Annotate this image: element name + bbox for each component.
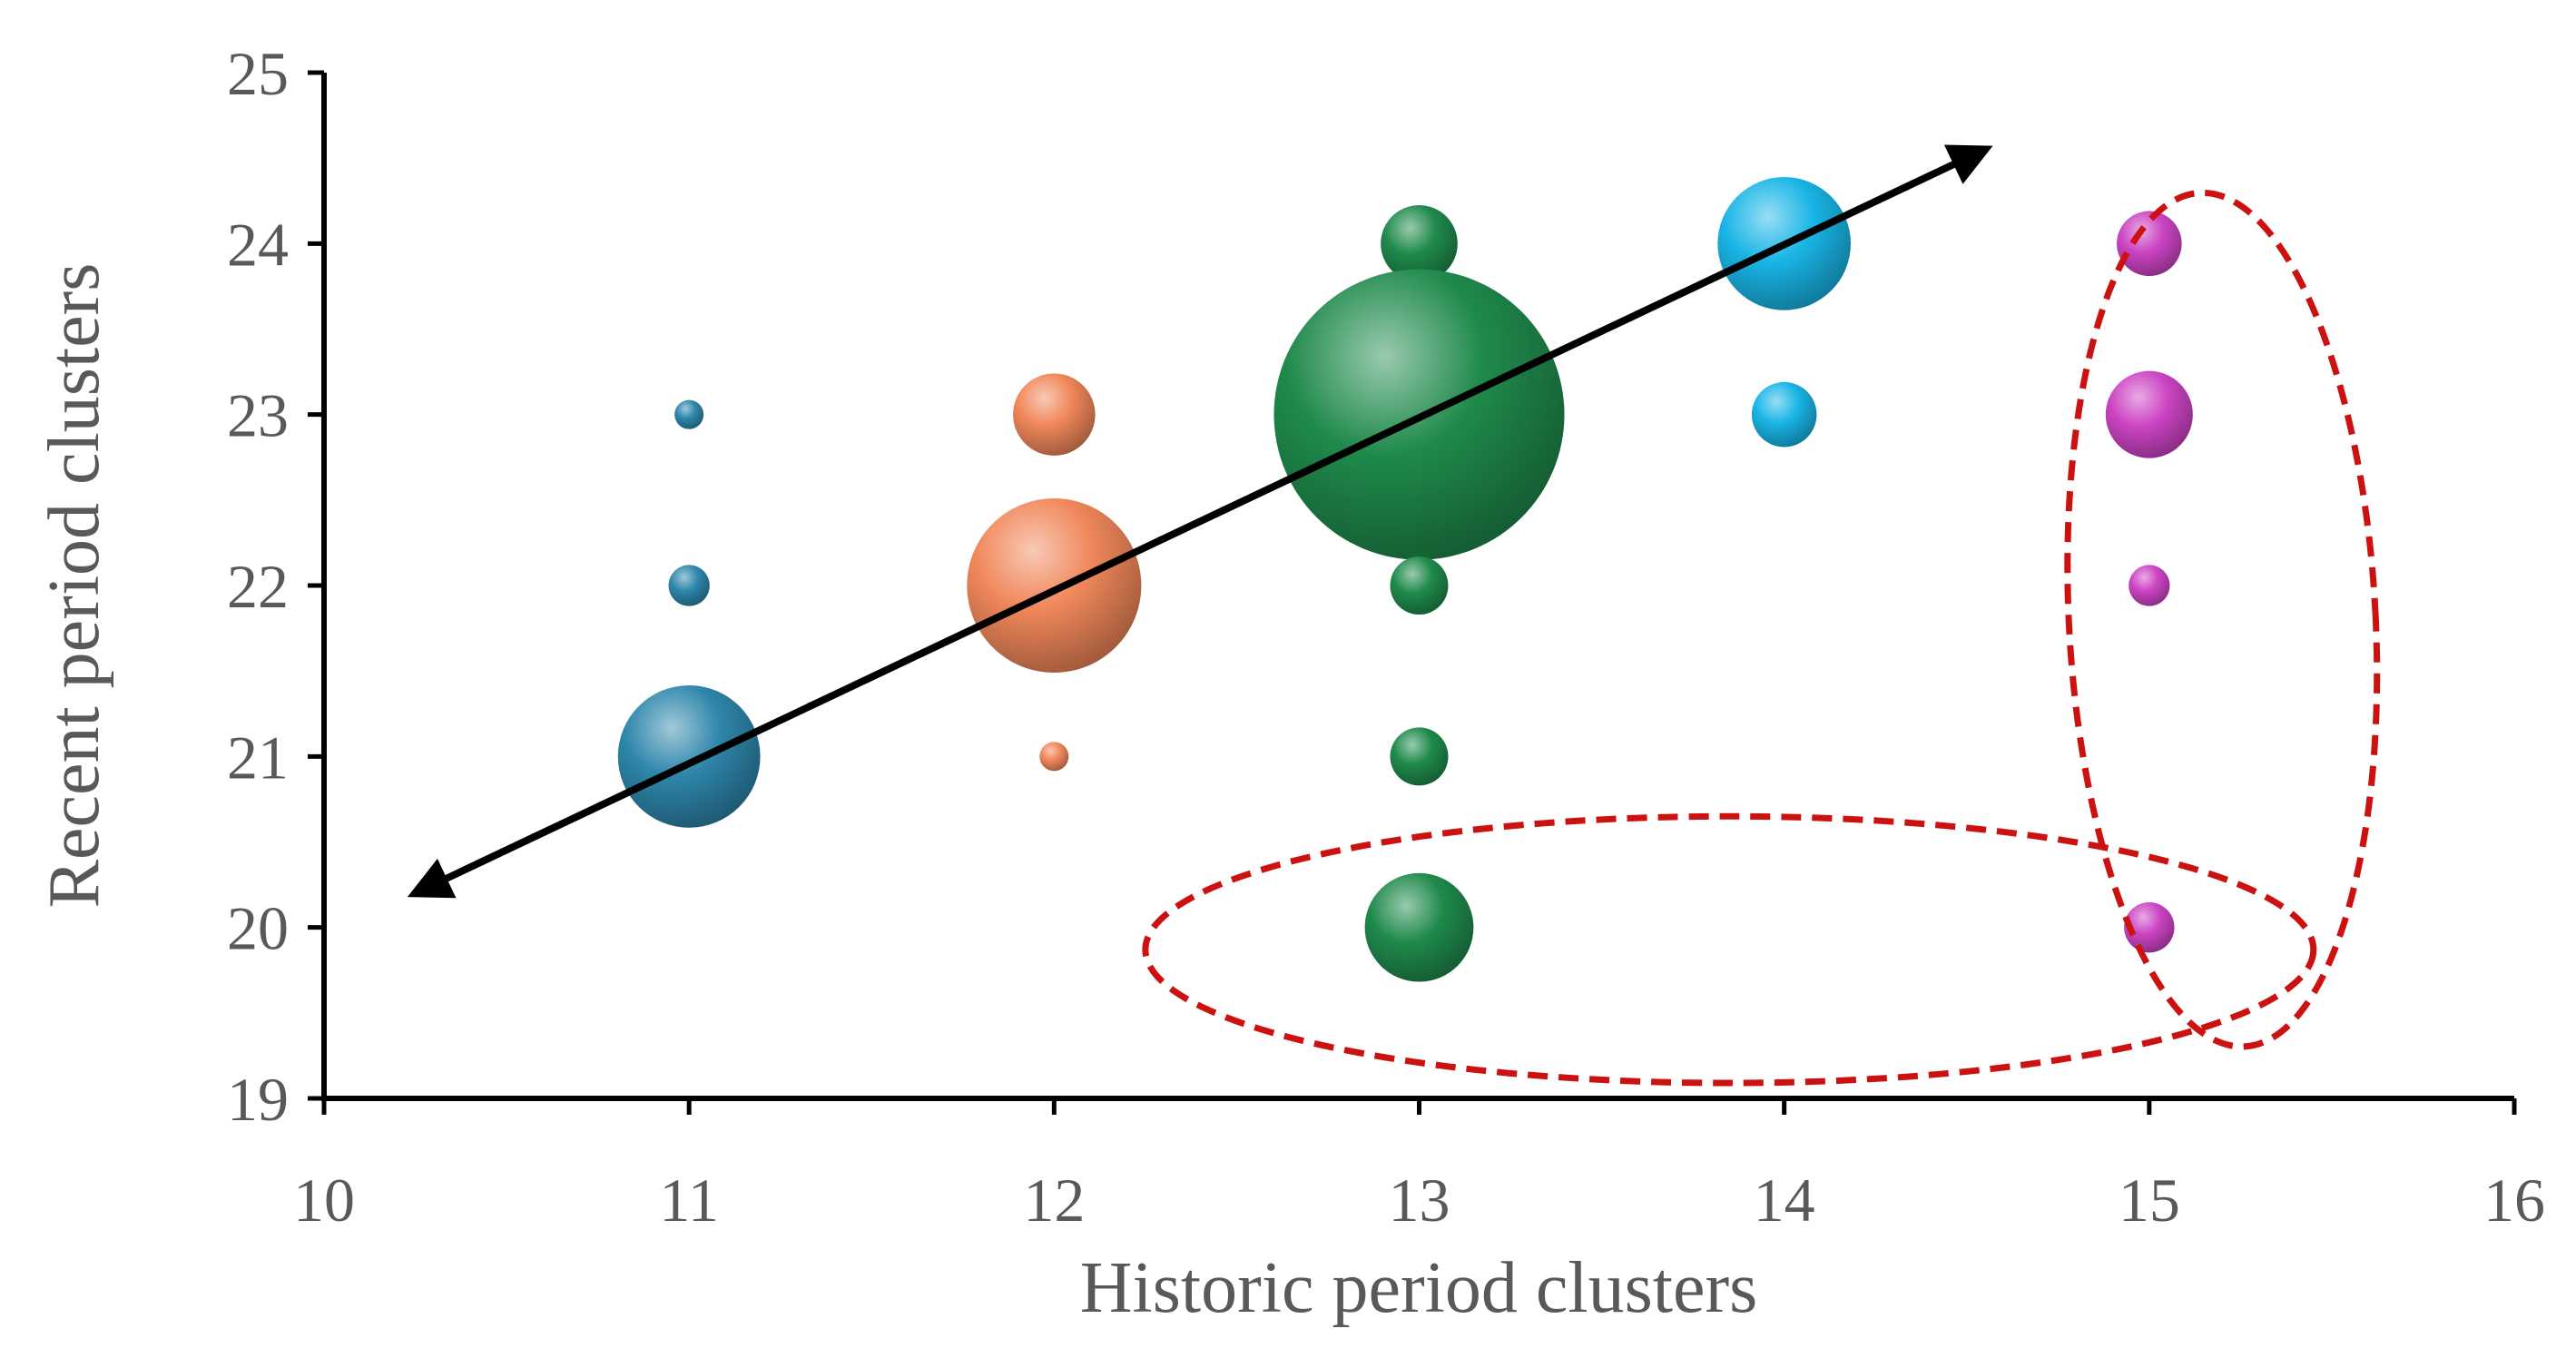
x-tick-label: 15 bbox=[2119, 1166, 2180, 1235]
y-tick-label: 23 bbox=[227, 381, 289, 450]
x-tick-label: 10 bbox=[293, 1166, 355, 1235]
bubble-4-2 bbox=[2129, 565, 2170, 606]
y-tick-label: 25 bbox=[227, 39, 289, 108]
bubble-0-1 bbox=[668, 565, 710, 606]
plot-area bbox=[407, 144, 2381, 1087]
y-tick-label: 21 bbox=[227, 723, 289, 792]
bubble-2-4 bbox=[1364, 872, 1474, 982]
x-tick-label: 11 bbox=[659, 1166, 718, 1235]
highlight-ellipse-0 bbox=[2064, 189, 2381, 1050]
x-tick-label: 13 bbox=[1389, 1166, 1450, 1235]
x-tick-label: 14 bbox=[1754, 1166, 1815, 1235]
y-tick-label: 24 bbox=[227, 210, 289, 279]
bubble-1-2 bbox=[1039, 742, 1069, 772]
y-tick-label: 20 bbox=[227, 894, 289, 963]
x-axis-title: Historic period clusters bbox=[1080, 1248, 1757, 1328]
bubble-3-1 bbox=[1751, 381, 1817, 448]
trend-arrow bbox=[407, 144, 1993, 899]
x-tick-label: 12 bbox=[1023, 1166, 1085, 1235]
bubble-2-2 bbox=[1390, 556, 1449, 615]
bubble-4-3 bbox=[2124, 901, 2175, 953]
bubble-0-0 bbox=[674, 399, 704, 429]
bubble-0-2 bbox=[617, 684, 761, 828]
y-tick-label: 22 bbox=[227, 552, 289, 621]
bubble-4-1 bbox=[2105, 370, 2193, 458]
x-tick-label: 16 bbox=[2483, 1166, 2545, 1235]
bubble-1-1 bbox=[967, 498, 1142, 673]
bubble-4-0 bbox=[2117, 211, 2182, 277]
y-axis-title: Recent period clusters bbox=[34, 263, 114, 909]
bubble-2-3 bbox=[1390, 727, 1449, 786]
y-tick-label: 19 bbox=[227, 1065, 289, 1134]
highlight-ellipse-1 bbox=[1142, 812, 2317, 1087]
bubble-1-0 bbox=[1013, 373, 1096, 456]
ticks: 10 11 12 13 14 15 16 19 20 21 22 23 24 25 bbox=[227, 39, 2545, 1235]
